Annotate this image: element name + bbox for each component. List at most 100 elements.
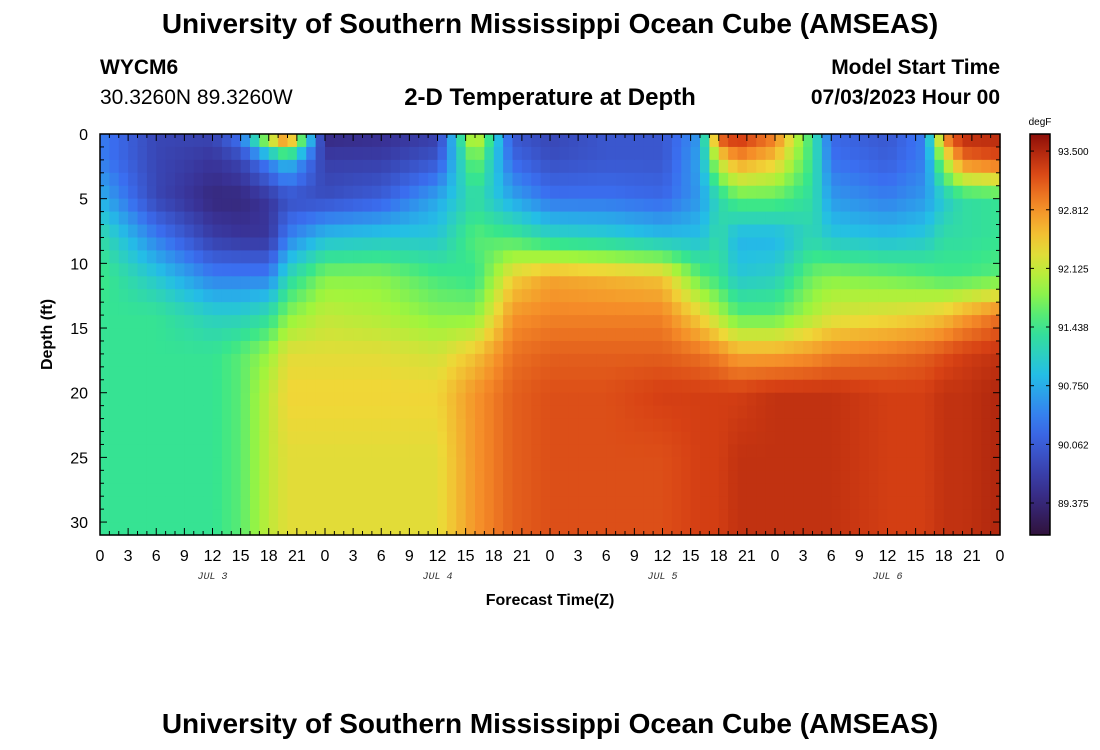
heatmap-cell [746,211,757,226]
heatmap-cell [193,470,204,484]
heatmap-cell [756,315,767,329]
heatmap-cell [118,431,129,446]
heatmap-cell [812,289,823,303]
heatmap-cell [287,263,298,277]
heatmap-cell [128,237,139,252]
heatmap-cell [868,159,879,174]
heatmap-cell [484,289,495,303]
heatmap-cell [175,211,185,226]
heatmap-cell [671,302,682,316]
heatmap-cell [737,522,748,536]
heatmap-cell [971,431,982,446]
heatmap-cell [896,315,907,329]
heatmap-cell [343,483,354,497]
heatmap-cell [156,418,167,433]
heatmap-cell [484,522,495,536]
heatmap-cell [137,276,148,290]
heatmap-cell [643,509,654,523]
heatmap-cell [559,172,570,187]
heatmap-cell [250,457,260,471]
heatmap-cell [728,522,739,536]
heatmap-cell [578,134,589,148]
heatmap-cell [943,483,954,497]
heatmap-cell [362,509,373,523]
heatmap-cell [400,483,410,497]
heatmap-cell [353,431,364,446]
heatmap-cell [100,211,110,226]
heatmap-cell [709,483,720,497]
heatmap-cell [625,134,635,148]
heatmap-cell [821,483,832,497]
heatmap-cell [765,211,776,226]
heatmap-cell [137,470,148,484]
heatmap-cell [175,366,185,381]
heatmap-cell [971,302,982,316]
heatmap-cell [268,315,279,329]
heatmap-cell [925,392,935,407]
heatmap-cell [503,405,514,420]
heatmap-cell [240,457,251,471]
heatmap-cell [203,431,214,446]
heatmap-cell [109,134,120,148]
heatmap-cell [512,159,523,174]
heatmap-cell [296,353,307,368]
heatmap-cell [803,457,814,471]
heatmap-cell [896,379,907,394]
heatmap-cell [681,470,692,484]
heatmap-cell [540,366,551,381]
heatmap-cell [709,392,720,407]
heatmap-cell [859,224,870,239]
heatmap-cell [709,237,720,252]
heatmap-cell [287,250,298,264]
heatmap-cell [306,340,317,355]
heatmap-cell [793,353,804,368]
heatmap-cell [409,185,420,200]
heatmap-cell [240,276,251,290]
heatmap-cell [362,302,373,316]
heatmap-cell [381,172,392,187]
heatmap-cell [118,340,129,355]
heatmap-cell [353,366,364,381]
heatmap-cell [503,224,514,239]
heatmap-cell [803,263,814,277]
heatmap-cell [709,134,720,148]
x-tick-label: 0 [96,548,105,565]
heatmap-cell [212,392,223,407]
heatmap-cell [943,379,954,394]
heatmap-cell [662,470,673,484]
heatmap-cell [896,444,907,458]
heatmap-cell [381,444,392,458]
heatmap-cell [625,237,635,252]
heatmap-cell [568,289,579,303]
heatmap-cell [475,457,485,471]
heatmap-cell [512,470,523,484]
heatmap-cell [306,302,317,316]
heatmap-cell [887,224,898,239]
heatmap-cell [400,172,410,187]
heatmap-cell [381,392,392,407]
heatmap-cell [315,328,326,342]
heatmap-cell [465,418,476,433]
heatmap-cell [859,522,870,536]
heatmap-cell [971,159,982,174]
heatmap-cell [409,470,420,484]
heatmap-cell [700,224,710,239]
heatmap-cell [803,366,814,381]
heatmap-cell [606,509,617,523]
heatmap-cell [540,250,551,264]
heatmap-cell [868,522,879,536]
heatmap-cell [193,366,204,381]
heatmap-cell [128,418,139,433]
heatmap-cell [568,379,579,394]
heatmap-cell [943,302,954,316]
heatmap-cell [662,328,673,342]
heatmap-cell [821,392,832,407]
heatmap-cell [718,146,729,161]
heatmap-cell [990,483,1001,497]
heatmap-cell [287,392,298,407]
heatmap-cell [259,340,270,355]
heatmap-cell [662,224,673,239]
heatmap-cell [953,276,964,290]
heatmap-cell [146,483,157,497]
heatmap-cell [859,405,870,420]
